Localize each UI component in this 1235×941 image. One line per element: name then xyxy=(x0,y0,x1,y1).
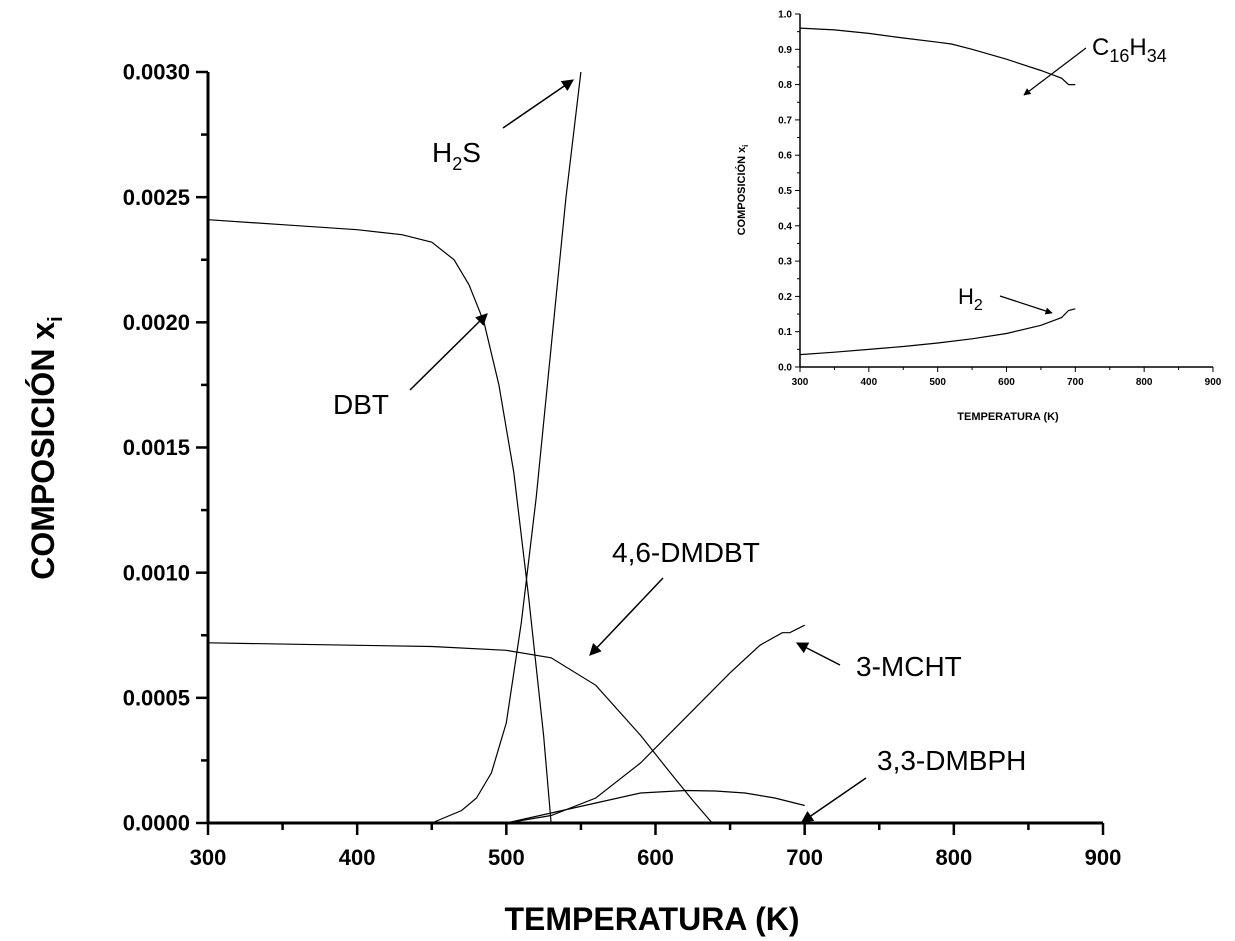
main-series-dbt xyxy=(207,219,552,824)
inset-y-tick-label-0-1: 0.1 xyxy=(778,327,792,338)
arrow-h2s xyxy=(502,79,574,129)
main-y-axis-title: COMPOSICIÓN xi xyxy=(25,316,67,579)
main-x-tick-label-500: 500 xyxy=(488,845,525,870)
annotation-h2s-sub: 2 xyxy=(452,154,462,174)
annotation-h2-h: H xyxy=(958,284,974,309)
main-y-tick-label-0-0010: 0.0010 xyxy=(123,560,190,585)
main-curves xyxy=(207,71,805,824)
arrow-46dmdbt xyxy=(589,577,664,656)
inset-x-axis-title: TEMPERATURA (K) xyxy=(957,411,1059,423)
main-y-axis-title-sub: i xyxy=(45,316,67,322)
annotation-h2s: H2S xyxy=(432,79,574,174)
annotation-dbt: DBT xyxy=(333,313,488,420)
annotation-46dmdbt-text: 4,6-DMDBT xyxy=(612,537,760,568)
inset-y-axis-title-text: COMPOSICIÓN x xyxy=(735,146,748,236)
inset-x-tick-label-300: 300 xyxy=(792,377,809,388)
main-y-tick-label-0-0015: 0.0015 xyxy=(123,435,190,460)
main-x-tick-label-900: 900 xyxy=(1085,845,1122,870)
annotation-dbt-text: DBT xyxy=(333,389,389,420)
main-x-tick-label-300: 300 xyxy=(190,845,227,870)
inset-y-tick-label-0-6: 0.6 xyxy=(778,151,792,162)
svg-text:H2S: H2S xyxy=(432,137,481,174)
annotation-c16h34-c: C xyxy=(1092,34,1109,61)
annotation-3mcht: 3-MCHT xyxy=(795,642,962,682)
svg-text:C16H34: C16H34 xyxy=(1092,34,1167,66)
inset-y-tick-label-1-0: 1.0 xyxy=(778,10,792,21)
inset-series-h2 xyxy=(799,308,1076,356)
inset-x-tick-label-800: 800 xyxy=(1136,377,1153,388)
inset-x-tick-label-500: 500 xyxy=(929,377,946,388)
annotation-c16h34-sub1: 16 xyxy=(1109,46,1129,66)
annotation-46dmdbt: 4,6-DMDBT xyxy=(589,537,760,656)
main-y-axis-title-text: COMPOSICIÓN x xyxy=(25,322,61,580)
main-series-3-mcht xyxy=(506,624,805,824)
arrow-33dmbph xyxy=(801,777,867,823)
inset-y-tick-label-0-3: 0.3 xyxy=(778,257,792,268)
annotation-h2: H2 xyxy=(958,284,1053,315)
annotation-3mcht-text: 3-MCHT xyxy=(856,651,962,682)
arrow-c16h34 xyxy=(1023,47,1087,96)
annotation-h2-sub: 2 xyxy=(974,297,983,314)
annotation-c16h34: C16H34 xyxy=(1023,34,1167,96)
inset-plot: 300 400 500 600 700 800 900 0.0 0.1 0.2 0.3 0.4 0.5 0… xyxy=(735,10,1222,424)
annotation-h2s-tail: S xyxy=(462,137,481,168)
inset-y-tick-label-0-4: 0.4 xyxy=(778,221,792,232)
main-x-tick-label-700: 700 xyxy=(786,845,823,870)
main-y-tick-label-0-0030: 0.0030 xyxy=(123,60,190,85)
inset-axes: 300 400 500 600 700 800 900 0.0 0.1 0.2 0.3 0.4 0.5 0… xyxy=(778,10,1222,389)
inset-x-tick-label-400: 400 xyxy=(860,377,877,388)
inset-y-axis-title-sub: i xyxy=(741,145,750,147)
main-series-h2s xyxy=(431,71,582,824)
main-plot: 300 400 500 600 700 800 900 0.0000 0.0005 0.0010 0… xyxy=(25,60,1121,937)
main-x-tick-label-800: 800 xyxy=(935,845,972,870)
main-y-tick-label-0-0025: 0.0025 xyxy=(123,185,190,210)
annotation-33dmbph-text: 3,3-DMBPH xyxy=(877,745,1026,776)
inset-y-tick-label-0-9: 0.9 xyxy=(778,45,792,56)
arrow-h2 xyxy=(999,295,1053,315)
inset-x-tick-label-600: 600 xyxy=(998,377,1015,388)
main-axes: 300 400 500 600 700 800 900 0.0000 0.0005 0.0010 0… xyxy=(123,60,1122,870)
main-y-tick-label-0-0005: 0.0005 xyxy=(123,686,190,711)
inset-y-tick-label-0-7: 0.7 xyxy=(778,115,792,126)
main-x-axis-title: TEMPERATURA (K) xyxy=(504,901,799,937)
arrow-dbt xyxy=(409,313,488,391)
annotation-h2s-text: H xyxy=(432,137,452,168)
svg-text:H2: H2 xyxy=(958,284,983,314)
inset-x-tick-label-900: 900 xyxy=(1205,377,1222,388)
inset-series-c16h34 xyxy=(799,27,1076,86)
annotation-c16h34-sub2: 34 xyxy=(1147,46,1167,66)
main-series-4-6-dmdbt xyxy=(207,642,713,824)
inset-y-tick-label-0-0: 0.0 xyxy=(778,363,792,374)
main-x-tick-label-600: 600 xyxy=(637,845,674,870)
inset-y-tick-label-0-5: 0.5 xyxy=(778,186,792,197)
inset-y-tick-label-0-8: 0.8 xyxy=(778,80,792,91)
inset-curves xyxy=(799,27,1076,356)
annotation-33dmbph: 3,3-DMBPH xyxy=(801,745,1026,823)
main-x-tick-label-400: 400 xyxy=(339,845,376,870)
main-series-3-3-dmbph xyxy=(506,789,805,824)
main-y-tick-label-0-0020: 0.0020 xyxy=(123,310,190,335)
annotation-c16h34-h: H xyxy=(1129,34,1146,61)
arrow-3mcht xyxy=(795,642,841,666)
main-y-tick-label-0-0000: 0.0000 xyxy=(123,811,190,836)
inset-x-tick-label-700: 700 xyxy=(1067,377,1084,388)
inset-y-axis-title: COMPOSICIÓN xi xyxy=(735,145,750,236)
inset-y-tick-label-0-2: 0.2 xyxy=(778,292,792,303)
